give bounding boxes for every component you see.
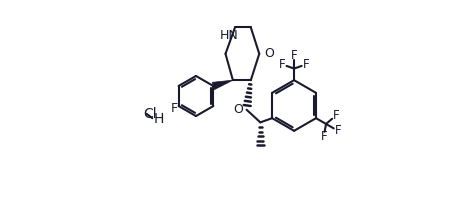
- Text: F: F: [171, 102, 178, 115]
- Text: F: F: [321, 130, 327, 143]
- Text: F: F: [291, 49, 298, 62]
- Text: HN: HN: [219, 29, 238, 42]
- Text: H: H: [154, 112, 164, 126]
- Text: Cl: Cl: [143, 107, 157, 121]
- Text: F: F: [335, 124, 341, 137]
- Polygon shape: [212, 80, 233, 90]
- Text: O: O: [233, 103, 243, 116]
- Text: F: F: [279, 58, 285, 71]
- Text: F: F: [333, 109, 339, 122]
- Text: F: F: [303, 58, 310, 71]
- Text: O: O: [264, 47, 274, 60]
